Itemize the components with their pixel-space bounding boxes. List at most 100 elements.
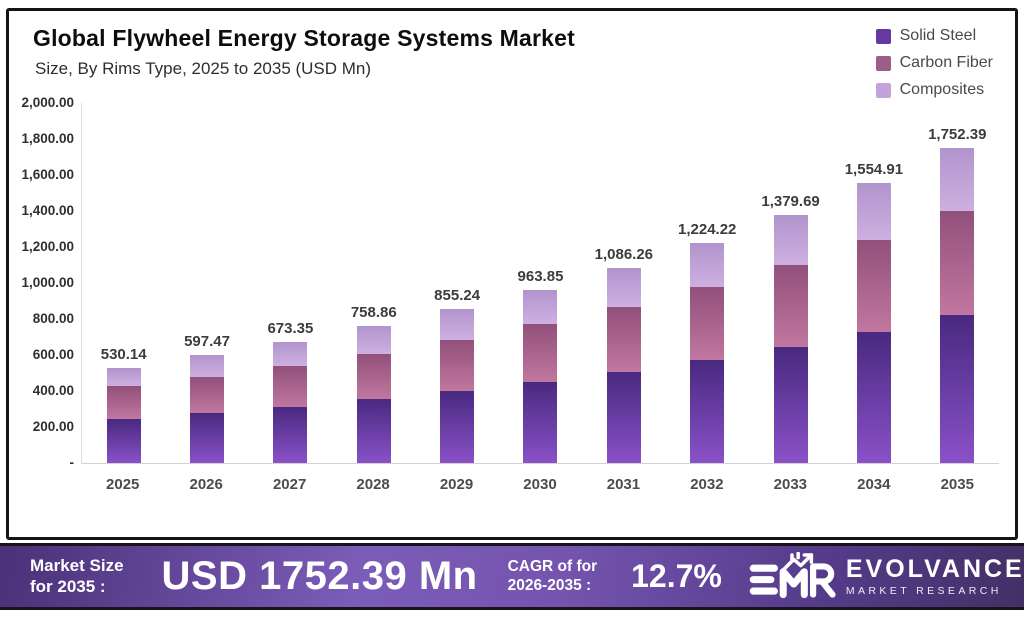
bar-segment-composites: [523, 289, 558, 325]
bar-segment-carbon-fiber: [940, 211, 975, 315]
bar-total-label: 1,379.69: [761, 192, 820, 210]
stacked-bar: [273, 341, 308, 463]
x-axis-label-2030: 2030: [523, 476, 557, 493]
stacked-bar: [523, 289, 558, 463]
brand-tagline: MARKET RESEARCH: [845, 584, 1002, 597]
page-subtitle: Size, By Rims Type, 2025 to 2035 (USD Mn…: [35, 59, 372, 78]
x-axis-label-2035: 2035: [940, 476, 974, 493]
bar-column-2027: 673.35: [249, 103, 332, 463]
stacked-bar: [440, 309, 475, 463]
legend-item-carbon-fiber: Carbon Fiber: [875, 54, 993, 72]
bar-segment-composites: [773, 214, 808, 265]
x-axis-label-2026: 2026: [189, 476, 223, 493]
bar-column-2032: 1,224.22: [666, 103, 749, 463]
market-size-label: Market Size for 2035 :: [30, 556, 124, 596]
y-axis-tick: -: [69, 455, 75, 470]
y-axis-tick: 1,800.00: [21, 131, 74, 146]
y-axis-tick: 1,600.00: [21, 167, 74, 182]
market-size-label-line2: for 2035 :: [30, 576, 106, 596]
legend-label: Solid Steel: [899, 27, 977, 44]
chart-area: 530.14 597.47 673.35 758.86 855.24 963.85 1,08…: [21, 95, 1003, 493]
stacked-bar: [773, 214, 808, 463]
x-axis-label-2032: 2032: [690, 476, 724, 493]
bar-column-2033: 1,379.69: [749, 103, 832, 463]
bar-segment-solid-steel: [606, 371, 641, 463]
y-axis-tick: 1,000.00: [21, 275, 74, 290]
x-axis-label-2031: 2031: [606, 476, 641, 493]
bar-segment-carbon-fiber: [773, 264, 808, 347]
bar-total-label: 758.86: [350, 304, 397, 322]
legend-item-composites: Composites: [875, 81, 993, 99]
bar-segment-composites: [856, 183, 891, 240]
bar-total-label: 530.14: [100, 345, 147, 363]
bar-total-label: 1,224.22: [678, 220, 737, 238]
stacked-bar: [190, 355, 225, 463]
y-axis-tick: 800.00: [32, 311, 74, 326]
bar-segment-composites: [606, 267, 641, 307]
legend-swatch-icon: [875, 55, 891, 71]
bar-segment-solid-steel: [523, 382, 558, 463]
bar-segment-composites: [690, 242, 725, 287]
bar-column-2026: 597.47: [165, 103, 248, 463]
x-axis-label-2025: 2025: [106, 476, 140, 493]
stacked-bar: [606, 267, 641, 463]
legend-item-solid-steel: Solid Steel: [875, 27, 993, 45]
bar-segment-composites: [106, 367, 141, 387]
bar-segment-carbon-fiber: [523, 324, 558, 383]
emr-monogram-icon: [749, 551, 836, 598]
stacked-bar: [940, 147, 975, 463]
page-title: Global Flywheel Energy Storage Systems M…: [33, 25, 576, 51]
market-size-value: USD 1752.39 Mn: [161, 554, 478, 598]
bar-total-label: 855.24: [434, 287, 481, 305]
bar-segment-carbon-fiber: [106, 386, 141, 419]
bar-segment-solid-steel: [273, 406, 308, 463]
bar-segment-carbon-fiber: [606, 306, 641, 372]
stacked-bar: [856, 183, 891, 463]
bar-total-label: 1,086.26: [594, 245, 654, 263]
bar-segment-solid-steel: [190, 413, 225, 463]
bar-segment-composites: [440, 309, 475, 340]
bar-segment-carbon-fiber: [356, 353, 391, 400]
bar-column-2030: 963.85: [499, 103, 582, 463]
chart-card: Global Flywheel Energy Storage Systems M…: [6, 8, 1018, 540]
y-axis-tick: 1,200.00: [21, 239, 74, 254]
bar-column-2029: 855.24: [415, 103, 498, 463]
y-axis-tick: 200.00: [32, 419, 74, 434]
bar-total-label: 1,554.91: [844, 161, 904, 179]
bar-column-2025: 530.14: [82, 103, 165, 463]
legend-swatch-icon: [875, 28, 891, 44]
x-axis-label-2027: 2027: [272, 476, 307, 493]
bar-total-label: 673.35: [267, 319, 314, 337]
y-axis-tick: 2,000.00: [21, 95, 74, 110]
summary-banner: Market Size for 2035 : USD 1752.39 Mn CA…: [0, 543, 1024, 610]
legend-label: Carbon Fiber: [899, 54, 993, 71]
bar-segment-solid-steel: [940, 314, 975, 463]
bars-container: 530.14 597.47 673.35 758.86 855.24 963.85 1,08…: [82, 103, 999, 463]
x-axis-labels: 2025 2026 2027 2028 2029 2030 2031 2032 2033 2034…: [81, 476, 999, 493]
stacked-bar: [690, 242, 725, 463]
bar-segment-composites: [940, 147, 975, 212]
y-axis-tick: 1,400.00: [21, 203, 74, 218]
bar-segment-carbon-fiber: [856, 239, 891, 332]
bar-total-label: 1,752.39: [928, 125, 987, 143]
bar-segment-solid-steel: [773, 346, 808, 463]
bar-segment-solid-steel: [690, 359, 725, 463]
stacked-bar: [106, 367, 141, 463]
bar-segment-solid-steel: [440, 391, 475, 463]
chart-header: Global Flywheel Energy Storage Systems M…: [33, 25, 775, 79]
bar-column-2031: 1,086.26: [582, 103, 665, 463]
y-axis-tick: 400.00: [32, 383, 74, 398]
bar-segment-carbon-fiber: [190, 376, 225, 414]
bar-total-label: 963.85: [517, 267, 564, 285]
bar-total-label: 597.47: [184, 333, 230, 351]
bar-column-2028: 758.86: [332, 103, 415, 463]
bar-segment-solid-steel: [856, 331, 891, 463]
bar-segment-carbon-fiber: [690, 286, 725, 360]
cagr-label-line1: CAGR of for: [507, 558, 598, 576]
x-axis-label-2034: 2034: [857, 476, 891, 493]
plot-area: 530.14 597.47 673.35 758.86 855.24 963.85 1,08…: [21, 95, 999, 470]
bar-segment-carbon-fiber: [440, 339, 475, 392]
x-axis-label-2028: 2028: [356, 476, 390, 493]
bar-segment-carbon-fiber: [273, 365, 308, 407]
bar-segment-solid-steel: [106, 418, 141, 463]
